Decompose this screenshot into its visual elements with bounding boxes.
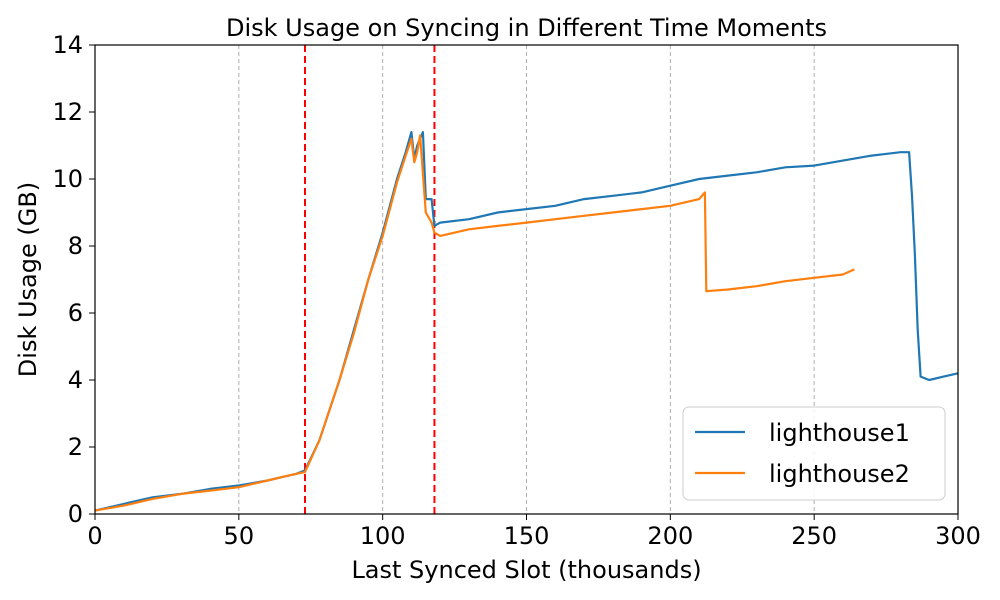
x-tick-label: 250	[791, 522, 837, 550]
x-tick-label: 100	[360, 522, 406, 550]
y-tick-label: 2	[68, 433, 83, 461]
x-tick-label: 200	[647, 522, 693, 550]
x-axis-title: Last Synced Slot (thousands)	[351, 556, 701, 584]
y-tick-label: 4	[68, 366, 83, 394]
legend-label: lighthouse1	[769, 419, 910, 447]
legend: lighthouse1 lighthouse2	[682, 406, 946, 501]
y-tick-label: 10	[52, 165, 83, 193]
y-tick-label: 8	[68, 232, 83, 260]
x-tick-label: 150	[504, 522, 550, 550]
x-axis-ticks: 0 50 100 150 200 250 300	[87, 514, 981, 550]
marker-layer	[303, 45, 436, 514]
y-tick-label: 0	[68, 500, 83, 528]
x-tick-label: 0	[87, 522, 102, 550]
y-tick-label: 12	[52, 98, 83, 126]
legend-label: lighthouse2	[769, 460, 910, 488]
chart-title: Disk Usage on Syncing in Different Time …	[226, 14, 827, 42]
x-tick-label: 300	[935, 522, 981, 550]
legend-box	[682, 406, 946, 501]
series-layer	[94, 131, 959, 512]
x-tick-label: 50	[224, 522, 255, 550]
y-axis-title: Disk Usage (GB)	[14, 182, 42, 377]
grid-layer	[238, 45, 815, 514]
y-axis-ticks: 0 2 4 6 8 10 12 14	[52, 31, 95, 528]
series-line-lighthouse2	[94, 134, 855, 512]
y-tick-label: 6	[68, 299, 83, 327]
y-tick-label: 14	[52, 31, 83, 59]
